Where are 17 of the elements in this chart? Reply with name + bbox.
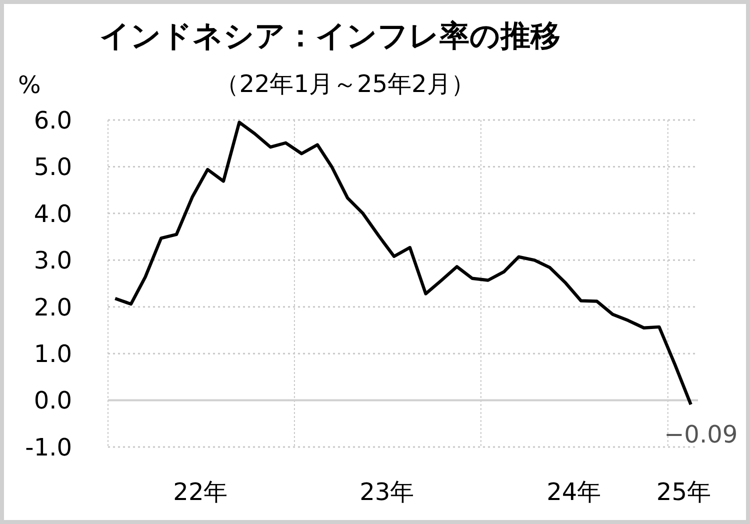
x-tick-label: 24年 xyxy=(546,478,602,506)
chart-subtitle: （22年1月～25年2月） xyxy=(215,70,475,98)
y-tick-label: 6.0 xyxy=(34,106,72,134)
y-tick-label: 4.0 xyxy=(34,200,72,228)
line-series xyxy=(114,120,692,406)
x-tick-label: 22年 xyxy=(173,478,228,506)
chart-title: インドネシア：インフレ率の推移 xyxy=(100,19,560,54)
x-tick-label: 25年 xyxy=(656,478,711,506)
y-tick-label: 1.0 xyxy=(34,340,72,368)
y-tick-label: 2.0 xyxy=(34,293,72,322)
y-tick-label: -1.0 xyxy=(25,433,72,462)
annotation: −0.09 xyxy=(664,420,738,448)
y-tick-label: 3.0 xyxy=(34,246,72,275)
y-axis-title: % xyxy=(18,71,41,99)
y-tick-label: 5.0 xyxy=(34,153,72,182)
y-tick-label: 0.0 xyxy=(34,386,72,415)
x-tick-label: 23年 xyxy=(360,478,414,506)
